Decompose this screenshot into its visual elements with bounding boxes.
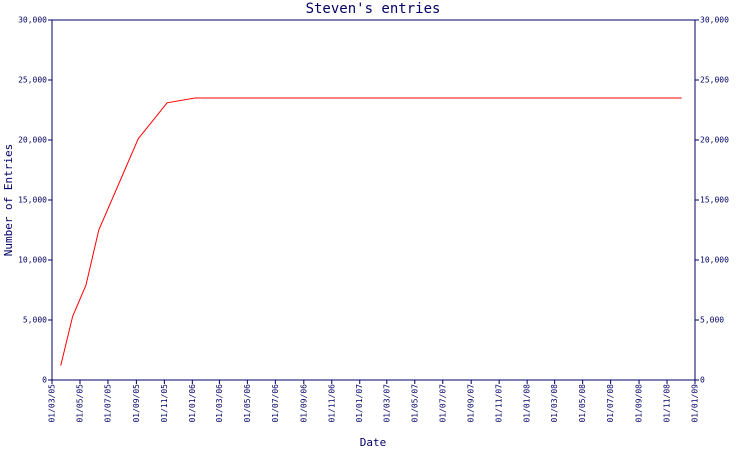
y-tick-label: 30,000 xyxy=(18,16,47,25)
x-tick-label: 01/03/06 xyxy=(215,384,224,423)
x-tick-label: 01/01/08 xyxy=(523,384,532,423)
x-tick-label: 01/07/07 xyxy=(438,384,447,423)
x-tick-label: 01/07/05 xyxy=(103,384,112,423)
plot-frame xyxy=(51,19,696,381)
y2-tick-label: 5,000 xyxy=(700,316,724,325)
x-tick-label: 01/11/05 xyxy=(160,384,169,423)
y-tick-label: 15,000 xyxy=(18,196,47,205)
x-tick-label: 01/09/08 xyxy=(635,384,644,423)
y-tick-label: 20,000 xyxy=(18,136,47,145)
y-tick-label: 5,000 xyxy=(23,316,47,325)
data-line xyxy=(60,97,682,366)
x-tick-label: 01/05/08 xyxy=(578,384,587,423)
y-tick-label: 25,000 xyxy=(18,76,47,85)
x-tick-label: 01/11/08 xyxy=(663,384,672,423)
y2-tick-label: 0 xyxy=(700,376,705,385)
y2-tick-label: 20,000 xyxy=(700,136,729,145)
y2-tick-label: 10,000 xyxy=(700,256,729,265)
x-tick-label: 01/01/06 xyxy=(188,384,197,423)
y2-tick-label: 25,000 xyxy=(700,76,729,85)
x-tick-label: 01/09/06 xyxy=(299,384,308,423)
x-tick-label: 01/05/07 xyxy=(410,384,419,423)
x-tick-label: 01/11/07 xyxy=(495,384,504,423)
y2-tick-label: 15,000 xyxy=(700,196,729,205)
x-tick-label: 01/05/05 xyxy=(75,384,84,423)
x-tick-label: 01/03/08 xyxy=(550,384,559,423)
y-tick-label: 10,000 xyxy=(18,256,47,265)
x-tick-label: 01/05/06 xyxy=(243,384,252,423)
chart-title: Steven's entries xyxy=(306,1,441,17)
y2-tick-label: 30,000 xyxy=(700,16,729,25)
y-axis-label: Number of Entries xyxy=(2,144,15,257)
y-tick-label: 0 xyxy=(42,376,47,385)
x-tick-label: 01/07/08 xyxy=(606,384,615,423)
x-tick-label: 01/03/07 xyxy=(382,384,391,423)
x-axis-label: Date xyxy=(360,436,387,449)
x-tick-label: 01/01/07 xyxy=(355,384,364,423)
x-tick-label: 01/03/05 xyxy=(48,384,57,423)
x-tick-label: 01/09/05 xyxy=(132,384,141,423)
x-tick-label: 01/11/06 xyxy=(327,384,336,423)
x-tick-label: 01/09/07 xyxy=(467,384,476,423)
x-tick-label: 01/01/09 xyxy=(691,384,700,423)
x-tick-label: 01/07/06 xyxy=(271,384,280,423)
